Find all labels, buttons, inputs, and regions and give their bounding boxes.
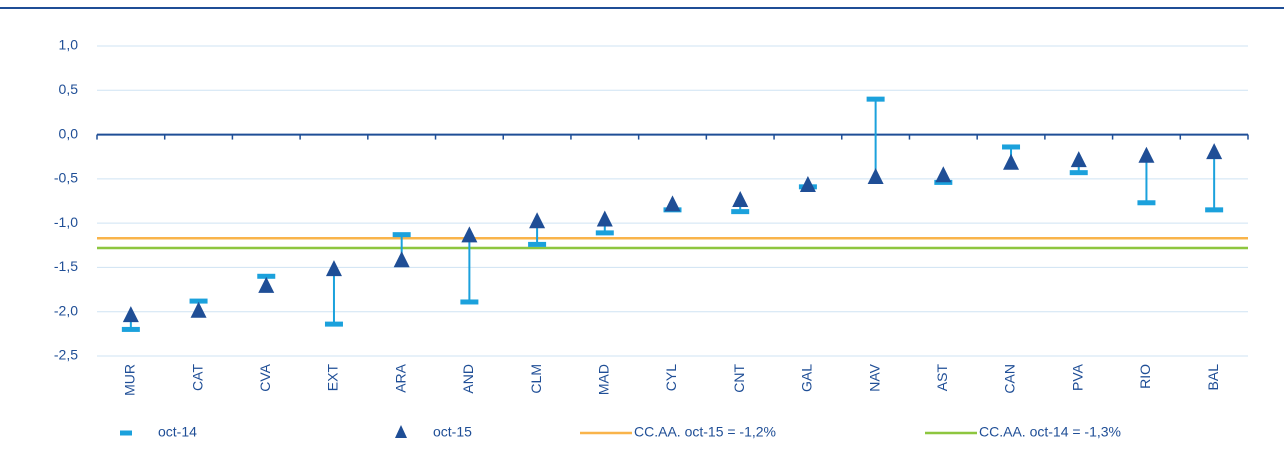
- dash-marker: [731, 209, 750, 215]
- triangle-marker: [325, 260, 342, 277]
- y-tick-label: 0,5: [59, 81, 79, 97]
- x-tick-label: AND: [460, 364, 476, 394]
- triangle-marker: [935, 166, 952, 183]
- dash-marker: [1002, 144, 1021, 150]
- triangle-marker: [1070, 151, 1087, 168]
- triangle-marker: [190, 301, 207, 318]
- legend-swatch: [395, 425, 407, 438]
- dash-marker: [392, 232, 411, 238]
- x-tick-label: CAN: [1002, 364, 1018, 394]
- y-tick-label: -2,5: [54, 347, 78, 363]
- triangle-marker: [732, 191, 749, 207]
- x-tick-label: CAT: [189, 364, 205, 391]
- triangle-marker: [867, 167, 884, 184]
- dash-marker: [121, 326, 140, 332]
- triangle-marker: [1206, 143, 1223, 160]
- x-tick-label: GAL: [799, 364, 815, 392]
- legend-label: CC.AA. oct-15 = -1,2%: [634, 424, 776, 440]
- dash-marker: [1205, 207, 1224, 213]
- x-tick-label: RIO: [1137, 364, 1153, 389]
- x-tick-label: CVA: [257, 363, 273, 391]
- triangle-marker: [461, 226, 478, 243]
- dash-marker: [866, 96, 885, 102]
- dash-marker: [324, 321, 343, 327]
- y-tick-label: -1,5: [54, 258, 78, 274]
- triangle-marker: [596, 210, 613, 227]
- x-tick-label: AST: [934, 364, 950, 392]
- y-tick-label: -2,0: [54, 302, 78, 318]
- y-tick-label: -0,5: [54, 170, 78, 186]
- y-tick-label: 0,0: [59, 125, 79, 141]
- triangle-marker: [664, 195, 681, 212]
- x-tick-label: CNT: [731, 364, 747, 393]
- dash-marker: [934, 179, 953, 185]
- triangle-marker: [258, 276, 275, 293]
- triangle-marker: [529, 212, 546, 229]
- legend-swatch: [120, 430, 132, 436]
- x-tick-label: ARA: [392, 363, 408, 392]
- x-tick-label: CYL: [663, 364, 679, 391]
- x-tick-label: MUR: [122, 364, 138, 396]
- dash-marker: [460, 299, 479, 305]
- dash-marker: [257, 273, 276, 279]
- x-tick-label: PVA: [1069, 363, 1085, 391]
- y-tick-label: 1,0: [59, 37, 79, 53]
- dash-marker: [528, 241, 547, 247]
- triangle-marker: [799, 175, 816, 192]
- x-tick-label: BAL: [1205, 364, 1221, 391]
- x-tick-label: EXT: [325, 364, 341, 392]
- legend-label: CC.AA. oct-14 = -1,3%: [979, 424, 1121, 440]
- dash-marker: [189, 298, 208, 304]
- x-tick-label: CLM: [528, 364, 544, 394]
- y-tick-label: -1,0: [54, 214, 78, 230]
- legend-label: oct-15: [433, 424, 472, 440]
- dash-marker: [1069, 170, 1088, 176]
- x-tick-label: MAD: [595, 364, 611, 395]
- triangle-marker: [122, 306, 139, 323]
- legend-label: oct-14: [158, 424, 197, 440]
- triangle-marker: [1003, 153, 1020, 170]
- triangle-marker: [393, 251, 410, 268]
- triangle-marker: [1138, 146, 1155, 163]
- dash-marker: [1137, 200, 1156, 206]
- x-tick-label: NAV: [866, 363, 882, 391]
- dash-marker: [595, 230, 614, 236]
